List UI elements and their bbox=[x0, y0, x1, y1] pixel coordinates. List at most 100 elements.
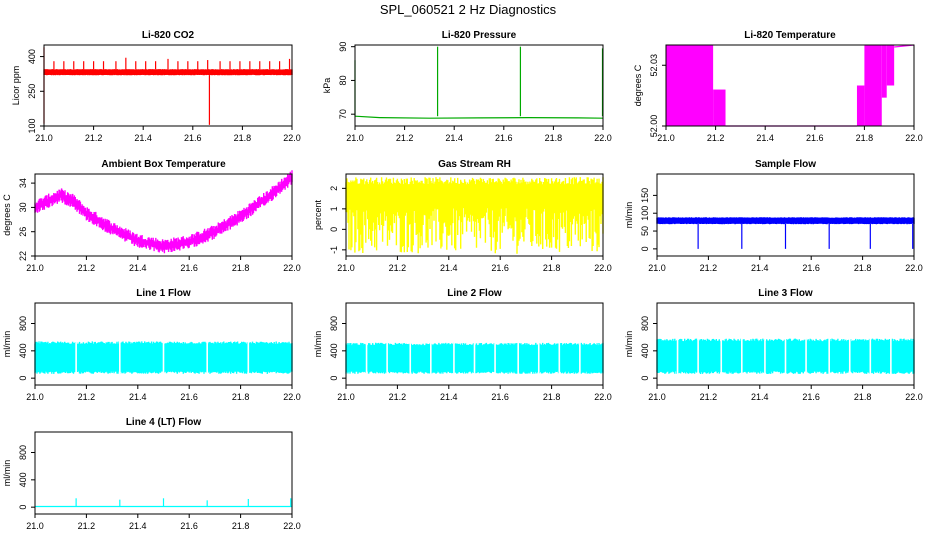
chart-panel-6: Sample Flow ml/min 21.0 21.2 21.4 21.6 21.8 22.… bbox=[624, 159, 923, 273]
chart-panel-3: Li-820 Temperature degrees C 21.0 21.2 21.4 2… bbox=[633, 30, 923, 143]
data-block bbox=[864, 45, 882, 126]
data-gap bbox=[805, 336, 807, 376]
y-axis-label: percent bbox=[313, 199, 323, 230]
x-tick-label: 21.8 bbox=[856, 133, 874, 143]
x-tick-label: 21.8 bbox=[854, 392, 872, 402]
x-tick-label: 21.6 bbox=[180, 263, 198, 273]
data-gap bbox=[75, 339, 77, 376]
x-tick-label: 21.0 bbox=[337, 263, 355, 273]
y-tick-label: 800 bbox=[18, 316, 28, 331]
y-axis: 0 400 800 bbox=[18, 316, 35, 381]
x-axis: 21.0 21.2 21.4 21.6 21.8 22.0 bbox=[346, 126, 612, 143]
x-tick-label: 21.4 bbox=[134, 133, 152, 143]
data-gap bbox=[494, 341, 496, 376]
data-gap bbox=[162, 339, 165, 376]
chart-title: Line 3 Flow bbox=[758, 288, 813, 299]
chart-title: Ambient Box Temperature bbox=[101, 159, 226, 170]
data-block bbox=[881, 45, 887, 98]
y-axis: 0 400 800 bbox=[640, 316, 657, 381]
y-tick-label: 150 bbox=[640, 188, 650, 203]
data-gap bbox=[720, 336, 723, 376]
data-gap bbox=[579, 341, 581, 376]
data-gap bbox=[741, 336, 743, 376]
x-tick-label: 21.4 bbox=[129, 392, 147, 402]
y-axis-label: degrees C bbox=[633, 64, 643, 106]
x-tick-label: 21.4 bbox=[751, 263, 769, 273]
x-tick-label: 21.0 bbox=[648, 263, 666, 273]
x-tick-label: 21.2 bbox=[389, 263, 407, 273]
x-tick-label: 21.8 bbox=[545, 133, 563, 143]
x-tick-label: 21.0 bbox=[26, 392, 44, 402]
data-series bbox=[656, 336, 915, 376]
y-tick-label: 34 bbox=[18, 178, 28, 188]
y-tick-label: 70 bbox=[338, 109, 348, 119]
x-tick-label: 21.6 bbox=[491, 263, 509, 273]
y-tick-label: 52.00 bbox=[649, 115, 659, 138]
data-gap bbox=[784, 336, 787, 376]
x-tick-label: 21.2 bbox=[85, 133, 103, 143]
data-block bbox=[856, 85, 865, 126]
data-gap bbox=[453, 341, 455, 376]
data-gap bbox=[828, 336, 830, 376]
x-tick-label: 21.6 bbox=[491, 392, 509, 402]
x-tick-label: 22.0 bbox=[283, 392, 301, 402]
y-tick-label: 800 bbox=[329, 316, 339, 331]
x-tick-label: 21.6 bbox=[180, 521, 198, 531]
x-tick-label: 21.0 bbox=[337, 392, 355, 402]
y-axis: 100 250 400 bbox=[27, 49, 44, 134]
x-axis: 21.0 21.2 21.4 21.6 21.8 22.0 bbox=[648, 385, 923, 402]
data-gap bbox=[558, 341, 561, 376]
x-tick-label: 21.8 bbox=[854, 263, 872, 273]
x-tick-label: 21.6 bbox=[184, 133, 202, 143]
x-tick-label: 21.2 bbox=[700, 392, 718, 402]
x-tick-label: 21.4 bbox=[440, 263, 458, 273]
x-tick-label: 21.2 bbox=[396, 133, 414, 143]
y-axis: 0 400 800 bbox=[329, 316, 346, 381]
data-gap bbox=[247, 339, 250, 376]
data-series bbox=[35, 498, 292, 508]
data-series bbox=[34, 170, 293, 254]
data-series bbox=[43, 47, 293, 125]
chart-panel-7: Line 1 Flow ml/min 21.0 21.2 21.4 21.6 21.8 22.… bbox=[2, 288, 301, 402]
x-tick-label: 22.0 bbox=[283, 133, 301, 143]
x-tick-label: 21.2 bbox=[78, 521, 96, 531]
data-gap bbox=[697, 336, 699, 376]
data-band bbox=[656, 217, 915, 225]
data-gap bbox=[365, 341, 368, 376]
y-tick-label: 100 bbox=[640, 206, 650, 221]
chart-title: Li-820 Pressure bbox=[442, 30, 517, 41]
chart-title: Line 4 (LT) Flow bbox=[126, 417, 202, 428]
y-tick-label: 100 bbox=[27, 118, 37, 133]
y-tick-label: 30 bbox=[18, 202, 28, 212]
x-tick-label: 21.4 bbox=[445, 133, 463, 143]
x-axis: 21.0 21.2 21.4 21.6 21.8 22.0 bbox=[657, 126, 923, 143]
x-tick-label: 21.4 bbox=[129, 263, 147, 273]
plot-frame bbox=[656, 173, 915, 257]
data-band bbox=[345, 177, 604, 254]
y-tick-label: 0 bbox=[18, 505, 28, 510]
chart-title: Li-820 Temperature bbox=[744, 30, 836, 41]
x-tick-label: 21.0 bbox=[35, 133, 53, 143]
x-tick-label: 22.0 bbox=[905, 392, 923, 402]
x-tick-label: 21.8 bbox=[232, 521, 250, 531]
x-tick-label: 21.6 bbox=[495, 133, 513, 143]
x-axis: 21.0 21.2 21.4 21.6 21.8 22.0 bbox=[337, 385, 612, 402]
plot-frame bbox=[354, 44, 604, 127]
y-tick-label: 400 bbox=[18, 343, 28, 358]
y-tick-label: 0 bbox=[329, 376, 339, 381]
data-series bbox=[34, 339, 293, 376]
x-tick-label: 21.4 bbox=[751, 392, 769, 402]
y-tick-label: 0 bbox=[640, 376, 650, 381]
x-tick-label: 21.2 bbox=[78, 392, 96, 402]
y-axis-label: ml/min bbox=[624, 202, 634, 229]
x-tick-label: 22.0 bbox=[905, 263, 923, 273]
data-noisy-line bbox=[34, 170, 293, 254]
y-tick-label: 0 bbox=[18, 376, 28, 381]
y-tick-label: 400 bbox=[640, 343, 650, 358]
y-tick-label: 52.03 bbox=[649, 54, 659, 77]
y-axis: 70 80 90 bbox=[338, 42, 355, 119]
y-tick-label: 22 bbox=[18, 251, 28, 261]
data-line bbox=[354, 115, 604, 119]
data-block bbox=[713, 89, 726, 126]
